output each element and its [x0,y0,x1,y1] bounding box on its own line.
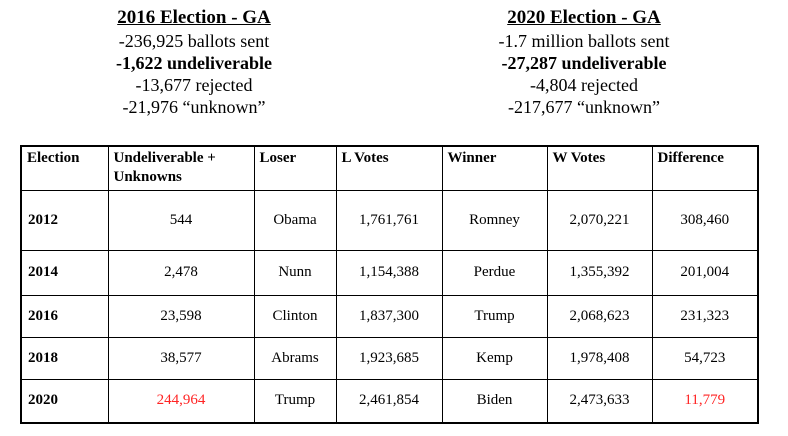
cell-w-votes: 2,068,623 [546,294,653,338]
cell-loser: Trump [253,378,337,424]
election-table: Election Undeliverable + Unknowns Loser … [20,145,759,424]
summary-title-2020: 2020 Election - GA [507,7,661,28]
cell-election: 2018 [20,336,109,380]
cell-election: 2014 [20,249,109,296]
cell-winner: Perdue [441,249,548,296]
col-header-l-votes: L Votes [335,145,443,191]
cell-w-votes: 2,473,633 [546,378,653,424]
cell-winner: Trump [441,294,548,338]
summary-line-rejected: -13,677 rejected [135,75,253,95]
col-header-election: Election [20,145,109,191]
table-header-row: Election Undeliverable + Unknowns Loser … [20,145,759,191]
table-row-2020: 2020 244,964 Trump 2,461,854 Biden 2,473… [20,378,759,424]
col-header-difference: Difference [651,145,759,191]
col-header-winner: Winner [441,145,548,191]
cell-winner: Romney [441,189,548,251]
cell-loser: Clinton [253,294,337,338]
table-row-2016: 2016 23,598 Clinton 1,837,300 Trump 2,06… [20,294,759,338]
summary-line-rejected: -4,804 rejected [530,75,638,95]
summary-line-ballots-sent: -236,925 ballots sent [118,31,270,51]
summary-line-unknown: -217,677 “unknown” [508,97,660,117]
table-row-2018: 2018 38,577 Abrams 1,923,685 Kemp 1,978,… [20,336,759,380]
cell-difference: 201,004 [651,249,759,296]
cell-difference: 308,460 [651,189,759,251]
cell-election: 2016 [20,294,109,338]
cell-undeliverable-unknowns: 2,478 [107,249,255,296]
table-row-2014: 2014 2,478 Nunn 1,154,388 Perdue 1,355,3… [20,249,759,296]
cell-election: 2012 [20,189,109,251]
summary-block-2016: 2016 Election - GA -236,925 ballots sent… [0,5,394,118]
cell-w-votes: 1,355,392 [546,249,653,296]
cell-undeliverable-unknowns: 38,577 [107,336,255,380]
col-header-w-votes: W Votes [546,145,653,191]
cell-undeliverable-unknowns: 544 [107,189,255,251]
cell-loser: Nunn [253,249,337,296]
cell-l-votes: 1,154,388 [335,249,443,296]
col-header-undeliverable-unknowns: Undeliverable + Unknowns [107,145,255,191]
summary-title-2016: 2016 Election - GA [117,7,271,28]
cell-undeliverable-unknowns: 23,598 [107,294,255,338]
cell-l-votes: 1,761,761 [335,189,443,251]
summary-line-undeliverable: -27,287 undeliverable [501,53,667,73]
cell-l-votes: 1,837,300 [335,294,443,338]
cell-loser: Abrams [253,336,337,380]
cell-l-votes: 2,461,854 [335,378,443,424]
cell-undeliverable-unknowns-highlighted: 244,964 [107,378,255,424]
col-header-loser: Loser [253,145,337,191]
cell-winner: Kemp [441,336,548,380]
summary-block-2020: 2020 Election - GA -1.7 million ballots … [394,5,788,118]
cell-difference: 54,723 [651,336,759,380]
summary-section: 2016 Election - GA -236,925 ballots sent… [0,0,788,118]
cell-l-votes: 1,923,685 [335,336,443,380]
cell-election: 2020 [20,378,109,424]
summary-line-unknown: -21,976 “unknown” [122,97,266,117]
summary-line-undeliverable: -1,622 undeliverable [116,53,272,73]
cell-difference-highlighted: 11,779 [651,378,759,424]
table-row-2012: 2012 544 Obama 1,761,761 Romney 2,070,22… [20,189,759,251]
cell-w-votes: 1,978,408 [546,336,653,380]
cell-w-votes: 2,070,221 [546,189,653,251]
cell-winner: Biden [441,378,548,424]
cell-difference: 231,323 [651,294,759,338]
cell-loser: Obama [253,189,337,251]
summary-line-ballots-sent: -1.7 million ballots sent [498,31,670,51]
